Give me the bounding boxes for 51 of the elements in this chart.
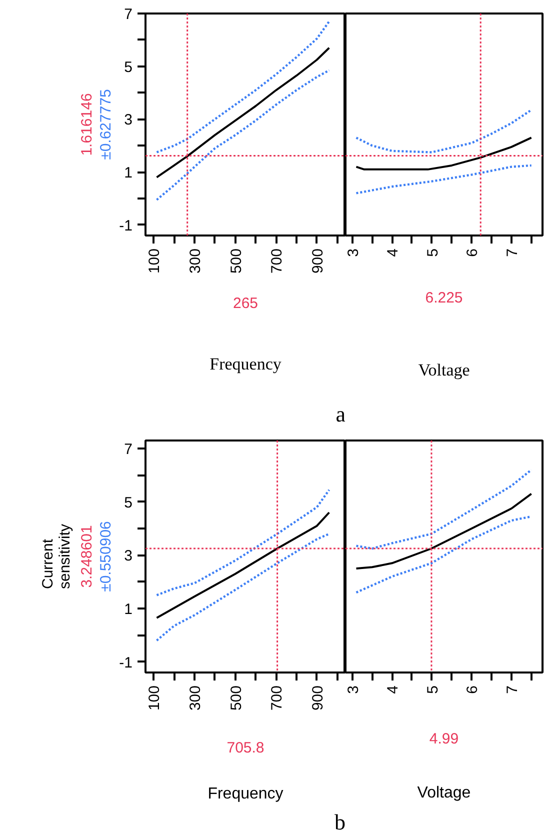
- y-tick-label: 5: [124, 58, 132, 76]
- y-tick-label: 3: [124, 548, 132, 565]
- x-tick-label: 7: [504, 248, 521, 257]
- x-tick-label: 6: [464, 248, 482, 257]
- x-tick-label: 7: [504, 686, 521, 694]
- x-tick-label: 4: [384, 248, 402, 257]
- line-series: [156, 532, 330, 642]
- ref-line-label: 4.99: [429, 730, 459, 748]
- ref-line-label: 705.8: [226, 740, 264, 756]
- line-series: [156, 488, 330, 596]
- x-axis-title: Voltage: [417, 784, 471, 802]
- y-tick-label: 1: [124, 164, 132, 182]
- x-tick-label: 500: [228, 248, 245, 274]
- y-tick-label: -1: [119, 654, 133, 672]
- x-tick-label: 3: [344, 686, 362, 694]
- x-axis-title: Frequency: [208, 786, 284, 802]
- x-tick-label: 500: [228, 685, 245, 711]
- text: a: [336, 402, 346, 426]
- y-tick-label: 1: [124, 601, 132, 618]
- x-axis-title: Frequency: [210, 354, 282, 374]
- line-series: [156, 46, 330, 178]
- x-tick-label: 300: [186, 248, 204, 274]
- x-tick-label: 6: [464, 686, 482, 694]
- line-series: [156, 69, 330, 201]
- x-tick-label: 100: [146, 685, 164, 711]
- ref-line-label: 265: [232, 295, 258, 312]
- x-tick-label: 700: [268, 248, 286, 274]
- ref-line-label: 6.225: [425, 290, 463, 306]
- y-tick-label: -1: [119, 217, 133, 234]
- text: ±0.550906: [98, 521, 114, 592]
- text: ±0.627775: [98, 89, 114, 160]
- ref-line-label: 3.248601: [78, 525, 96, 588]
- y-tick-label: 7: [124, 6, 132, 23]
- x-tick-label: 900: [309, 248, 326, 274]
- x-tick-label: 5: [424, 248, 442, 257]
- y-tick-label: 7: [124, 441, 132, 458]
- y-axis-title: Current sensitivity: [40, 523, 74, 590]
- x-axis-title: Voltage: [418, 360, 470, 380]
- x-tick-label: 300: [186, 685, 204, 711]
- ref-line-label: 1.616146: [78, 93, 96, 156]
- x-tick-label: 3: [344, 248, 362, 257]
- x-tick-label: 100: [146, 248, 164, 274]
- text: b: [334, 810, 346, 834]
- y-tick-label: 5: [124, 494, 132, 512]
- x-tick-label: 4: [384, 686, 402, 694]
- y-tick-label: 3: [124, 112, 132, 129]
- line-series: [156, 512, 330, 619]
- line-series: [156, 20, 330, 154]
- x-tick-label: 900: [309, 685, 326, 711]
- x-tick-label: 700: [268, 685, 286, 711]
- x-tick-label: 5: [424, 686, 442, 694]
